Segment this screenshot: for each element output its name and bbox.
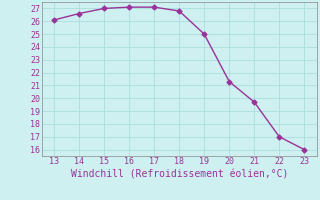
X-axis label: Windchill (Refroidissement éolien,°C): Windchill (Refroidissement éolien,°C) (70, 169, 288, 179)
